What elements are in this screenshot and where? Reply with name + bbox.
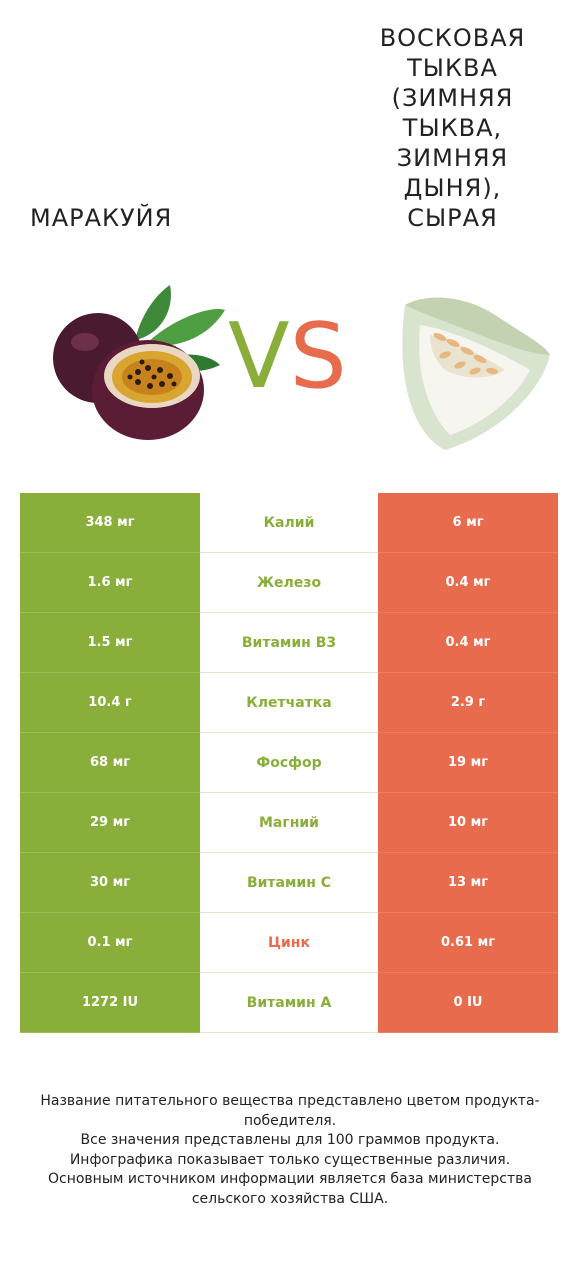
left-value: 68 мг xyxy=(20,733,200,793)
left-value: 29 мг xyxy=(20,793,200,853)
right-value: 19 мг xyxy=(378,733,558,793)
nutrient-name: Железо xyxy=(200,553,378,613)
table-row: 30 мг Витамин C 13 мг xyxy=(20,853,558,913)
left-value: 10.4 г xyxy=(20,673,200,733)
right-value: 10 мг xyxy=(378,793,558,853)
nutrient-name: Клетчатка xyxy=(200,673,378,733)
right-value: 0.4 мг xyxy=(378,553,558,613)
table-row: 348 мг Калий 6 мг xyxy=(20,493,558,553)
table-row: 10.4 г Клетчатка 2.9 г xyxy=(20,673,558,733)
footer-line-4: Основным источником информации является … xyxy=(48,1171,532,1207)
nutrient-name: Фосфор xyxy=(200,733,378,793)
table-row: 29 мг Магний 10 мг xyxy=(20,793,558,853)
footer-line-1: Название питательного вещества представл… xyxy=(40,1093,540,1129)
left-value: 1272 IU xyxy=(20,973,200,1033)
vs-v: V xyxy=(228,304,290,409)
nutrient-name: Витамин A xyxy=(200,973,378,1033)
right-value: 2.9 г xyxy=(378,673,558,733)
footer-line-3: Инфографика показывает только существенн… xyxy=(69,1151,511,1168)
right-value: 6 мг xyxy=(378,493,558,553)
nutrient-name: Магний xyxy=(200,793,378,853)
footer-notes: Название питательного вещества представл… xyxy=(20,1092,560,1209)
vs-s: S xyxy=(289,304,347,409)
left-value: 30 мг xyxy=(20,853,200,913)
nutrient-name: Витамин B3 xyxy=(200,613,378,673)
left-value: 1.5 мг xyxy=(20,613,200,673)
nutrient-name: Калий xyxy=(200,493,378,553)
left-value: 348 мг xyxy=(20,493,200,553)
winter-melon-image xyxy=(402,297,550,450)
left-food-title: Маракуйя xyxy=(30,204,173,232)
passion-fruit-image xyxy=(53,285,225,440)
right-value: 0.4 мг xyxy=(378,613,558,673)
right-value: 13 мг xyxy=(378,853,558,913)
table-row: 68 мг Фосфор 19 мг xyxy=(20,733,558,793)
nutrient-name: Цинк xyxy=(200,913,378,973)
right-food-title: Восковая тыква (зимняя тыква, зимняя дын… xyxy=(379,24,526,232)
comparison-table: 348 мг Калий 6 мг 1.6 мг Железо 0.4 мг 1.5 мг В… xyxy=(20,493,558,1033)
table-row: 0.1 мг Цинк 0.61 мг xyxy=(20,913,558,973)
left-value: 1.6 мг xyxy=(20,553,200,613)
right-value: 0.61 мг xyxy=(378,913,558,973)
versus-label: VS xyxy=(228,312,347,402)
nutrient-name: Витамин C xyxy=(200,853,378,913)
right-value: 0 IU xyxy=(378,973,558,1033)
table-row: 1.6 мг Железо 0.4 мг xyxy=(20,553,558,613)
table-row: 1.5 мг Витамин B3 0.4 мг xyxy=(20,613,558,673)
footer-line-2: Все значения представлены для 100 граммо… xyxy=(80,1132,500,1148)
left-value: 0.1 мг xyxy=(20,913,200,973)
